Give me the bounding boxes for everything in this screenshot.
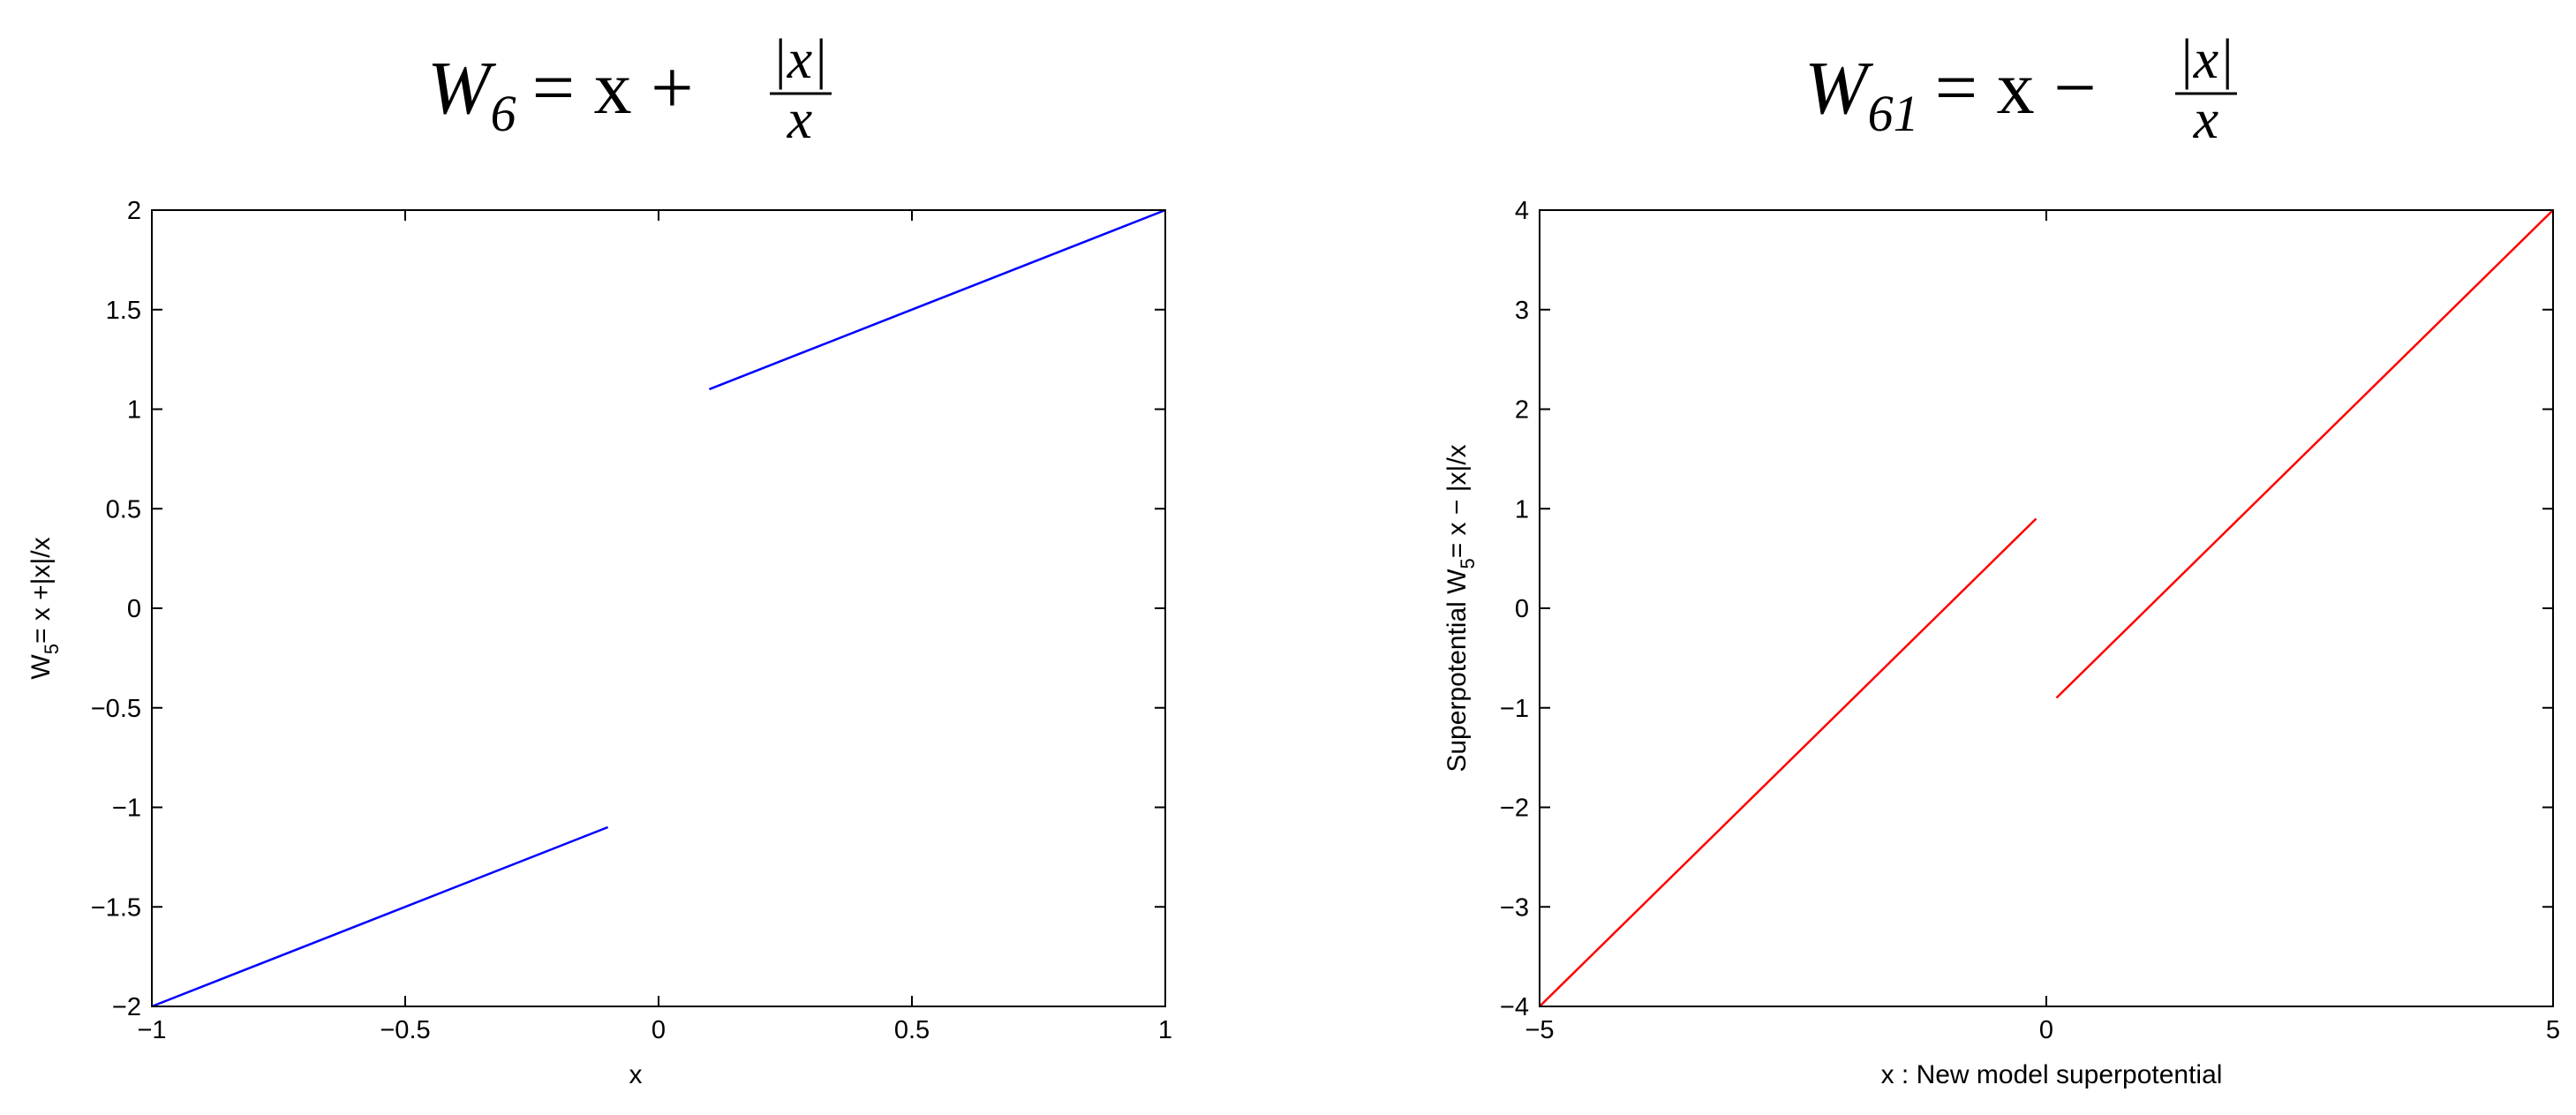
chart-left-plot-area <box>151 209 1166 1007</box>
chart-right-series <box>1539 209 2554 1007</box>
chart-right-y-axis-label-pre: Superpotential W <box>1442 569 1472 772</box>
chart-left-title: W6 = x + <box>427 45 694 142</box>
chart-left-y-tick-label: −1 <box>112 795 141 823</box>
chart-right-y-tick-label: 4 <box>1515 197 1529 225</box>
chart-right-y-tick-label: −3 <box>1500 893 1529 922</box>
chart-right-y-axis-label-post: = x − |x|/x <box>1442 444 1472 558</box>
chart-right-title-numerator: |x| <box>2178 27 2234 90</box>
chart-right-y-tick-label: −2 <box>1500 795 1529 823</box>
chart-left-x-tick-label: 0 <box>652 1016 666 1044</box>
chart-left-title-numerator: |x| <box>772 27 828 90</box>
chart-right-y-axis-label-sub: 5 <box>1457 558 1479 569</box>
chart-left-x-tick-label: −0.5 <box>380 1016 430 1044</box>
chart-left-x-axis: −1 −0.5 0 0.5 1 <box>137 210 1172 1044</box>
chart-right-y-tick-label: −1 <box>1500 695 1529 723</box>
chart-left-title-rhs: = x + <box>532 45 694 130</box>
chart-left-y-tick-label: 1.5 <box>106 297 141 325</box>
chart-left-title-sub: 6 <box>491 85 516 142</box>
chart-left-y-tick-label: −2 <box>112 993 141 1021</box>
chart-right: W61 = x − |x| x −5 0 5 −4 −3 −2 −1 0 1 2 3 4 x : Ne… <box>1442 27 2560 1089</box>
chart-right-x-axis-label: x : New model superpotential <box>1881 1060 2223 1089</box>
chart-left-y-axis-label-pre: W <box>26 654 56 680</box>
chart-left-series-line-segment <box>151 825 609 1008</box>
chart-left-y-axis-label: W5= x +|x|/x <box>26 537 63 679</box>
chart-right-title-denominator: x <box>2193 87 2218 150</box>
chart-right-x-tick-label: 0 <box>2039 1016 2053 1044</box>
chart-right-y-axis-label: Superpotential W5= x − |x|/x <box>1442 444 1479 772</box>
chart-right-y-axis: −4 −3 −2 −1 0 1 2 3 4 <box>1500 197 2553 1021</box>
chart-left-y-tick-label: 0.5 <box>106 495 141 524</box>
chart-left-y-tick-label: −0.5 <box>91 695 141 723</box>
chart-left-title-denominator: x <box>787 87 812 150</box>
chart-left-series <box>151 208 1166 1008</box>
chart-right-title-rhs: = x − <box>1935 45 2097 130</box>
chart-left-y-axis: −2 −1.5 −1 −0.5 0 0.5 1 1.5 2 <box>91 197 1165 1021</box>
chart-right-title-base: W <box>1804 45 1874 130</box>
chart-left-y-tick-label: 0 <box>127 595 141 623</box>
chart-right-title: W61 = x − <box>1804 45 2097 142</box>
chart-right-x-axis: −5 0 5 <box>1525 210 2560 1044</box>
chart-left-x-axis-label: x <box>629 1060 643 1089</box>
chart-left-series-line-segment <box>708 208 1166 391</box>
chart-left-y-axis-label-post: = x +|x|/x <box>26 537 56 644</box>
chart-right-y-tick-label: 3 <box>1515 297 1529 325</box>
chart-right-y-tick-label: 0 <box>1515 595 1529 623</box>
chart-right-x-tick-label: 5 <box>2546 1016 2560 1044</box>
chart-left: W6 = x + |x| x −1 −0.5 0 0.5 1 −2−1.5−1−0.500… <box>26 27 1172 1089</box>
chart-right-series-line-segment <box>1539 517 2037 1007</box>
chart-left-y-tick-label: 1 <box>127 396 141 425</box>
chart-right-y-tick-label: −4 <box>1500 993 1529 1021</box>
chart-left-x-tick-label: 0.5 <box>894 1016 930 1044</box>
chart-left-x-tick-label: 1 <box>1158 1016 1172 1044</box>
chart-left-y-tick-label: 2 <box>127 197 141 225</box>
chart-left-x-tick-label: −1 <box>137 1016 166 1044</box>
chart-left-y-axis-label-sub: 5 <box>41 644 63 654</box>
chart-right-x-tick-label: −5 <box>1525 1016 1554 1044</box>
chart-right-plot-area <box>1539 209 2554 1007</box>
chart-left-y-tick-label: −1.5 <box>91 893 141 922</box>
chart-right-y-tick-label: 2 <box>1515 396 1529 425</box>
chart-right-series-line-segment <box>2055 209 2554 699</box>
chart-right-y-tick-label: 1 <box>1515 495 1529 524</box>
chart-right-title-sub: 61 <box>1868 85 1919 142</box>
chart-left-title-base: W <box>427 45 497 130</box>
